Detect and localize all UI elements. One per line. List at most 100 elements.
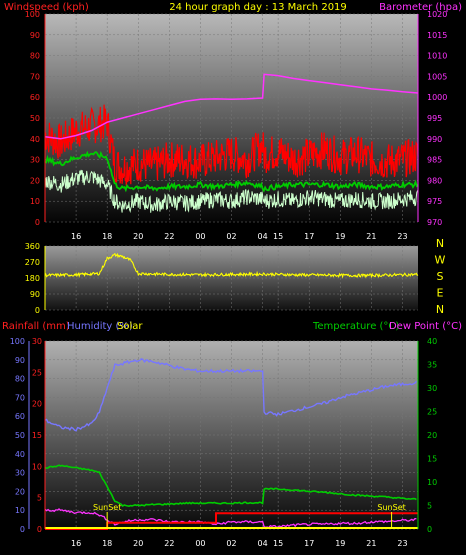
compass-label: N xyxy=(436,303,444,316)
temperature-tick-label: 15 xyxy=(427,455,437,464)
direction-panel-grid xyxy=(45,245,418,311)
barometer-axis-title: Barometer (hpa) xyxy=(379,2,462,13)
x-tick-label: 21 xyxy=(366,232,376,241)
x-tick-label: 17 xyxy=(304,232,314,241)
wind-tick-label: 70 xyxy=(30,72,40,81)
barometer-tick-label: 975 xyxy=(427,197,442,206)
x-tick-label: 19 xyxy=(335,539,345,548)
wind-direction-line xyxy=(44,252,419,279)
barometer-tick-label: 1015 xyxy=(427,31,447,40)
temperature-tick-label: 25 xyxy=(427,408,437,417)
sunset-label: SunSet xyxy=(93,503,121,512)
humidity-tick-label: 90 xyxy=(15,356,25,365)
barometer-tick-label: 995 xyxy=(427,114,442,123)
wind-tick-label: 40 xyxy=(30,135,40,144)
direction-tick-label: 360 xyxy=(25,242,40,251)
barometer-tick-label: 970 xyxy=(427,218,442,227)
rainfall-tick-label: 15 xyxy=(32,431,42,440)
temperature-axes: 0 10 20 30 40 50 60 70 80 90 100 0 5 10 15 20 25 30 0 5 10 15… xyxy=(10,337,437,548)
wind-speed-line xyxy=(44,169,419,213)
x-tick-label: 20 xyxy=(133,539,143,548)
x-tick-label: 22 xyxy=(164,232,174,241)
temperature-tick-label: 10 xyxy=(427,478,437,487)
x-tick-label: 23 xyxy=(397,232,407,241)
barometer-line xyxy=(44,73,419,140)
barometer-tick-label: 1020 xyxy=(427,10,447,19)
direction-tick-label: 180 xyxy=(25,274,40,283)
x-tick-label: 18 xyxy=(102,539,112,548)
barometer-tick-label: 1005 xyxy=(427,72,447,81)
wind-tick-label: 0 xyxy=(35,218,40,227)
direction-tick-label: 0 xyxy=(35,306,40,315)
x-tick-label: 02 xyxy=(226,539,236,548)
temperature-tick-label: 35 xyxy=(427,361,437,370)
solar-axis-title: Solar xyxy=(117,321,143,332)
rainfall-tick-label: 0 xyxy=(37,525,42,534)
x-tick-label: 18 xyxy=(102,232,112,241)
temperature-line xyxy=(44,464,417,508)
x-tick-label: 23 xyxy=(397,539,407,548)
rainfall-axis-title: Rainfall (mm) xyxy=(2,321,70,332)
x-tick-label: 17 xyxy=(304,539,314,548)
barometer-tick-label: 980 xyxy=(427,176,442,185)
direction-series xyxy=(44,252,419,279)
humidity-tick-label: 20 xyxy=(15,487,25,496)
x-tick-label: 15 xyxy=(273,232,283,241)
barometer-tick-label: 985 xyxy=(427,156,442,165)
wind-tick-label: 60 xyxy=(30,93,40,102)
direction-axes: 0 90 180 270 360 xyxy=(25,242,46,315)
x-tick-label: 20 xyxy=(133,232,143,241)
temperature-tick-label: 20 xyxy=(427,431,437,440)
barometer-tick-label: 1000 xyxy=(427,93,447,102)
direction-tick-label: 270 xyxy=(25,258,40,267)
compass-label: W xyxy=(435,254,446,267)
x-tick-label: 00 xyxy=(195,539,205,548)
wind-axes: 0102030405060708090100970975980985990995… xyxy=(25,10,448,241)
x-tick-label: 22 xyxy=(164,539,174,548)
temperature-series: SunSet SunSet xyxy=(44,357,418,530)
rainfall-tick-label: 25 xyxy=(32,368,42,377)
x-tick-label: 00 xyxy=(195,232,205,241)
humidity-tick-label: 100 xyxy=(10,337,25,346)
temperature-axis-title: Temperature (°C) xyxy=(312,321,399,332)
wind-axis-title: Windspeed (kph) xyxy=(4,2,89,13)
humidity-tick-label: 50 xyxy=(15,431,25,440)
temperature-tick-label: 40 xyxy=(427,337,437,346)
humidity-axis-title: Humidity (%) xyxy=(67,321,133,332)
x-tick-label: 19 xyxy=(335,232,345,241)
wind-tick-label: 50 xyxy=(30,114,40,123)
wind-series xyxy=(44,73,419,213)
wind-average-line xyxy=(44,150,419,193)
direction-tick-label: 90 xyxy=(30,290,40,299)
wind-gust-line xyxy=(44,104,419,186)
wind-tick-label: 80 xyxy=(30,52,40,61)
wind-tick-label: 10 xyxy=(30,197,40,206)
x-tick-label: 16 xyxy=(71,539,81,548)
barometer-tick-label: 990 xyxy=(427,135,442,144)
x-tick-label: 16 xyxy=(71,232,81,241)
humidity-tick-label: 10 xyxy=(15,506,25,515)
temperature-tick-label: 30 xyxy=(427,384,437,393)
wind-tick-label: 20 xyxy=(30,176,40,185)
barometer-tick-label: 1010 xyxy=(427,52,447,61)
x-tick-label: 04 xyxy=(257,539,267,548)
humidity-tick-label: 0 xyxy=(20,525,25,534)
dewpoint-axis-title: Dew Point (°C) xyxy=(389,321,462,332)
compass-label: N xyxy=(436,237,444,250)
wind-tick-label: 90 xyxy=(30,31,40,40)
rainfall-tick-label: 30 xyxy=(32,337,42,346)
rainfall-tick-label: 5 xyxy=(37,494,42,503)
temperature-tick-label: 0 xyxy=(427,525,432,534)
humidity-tick-label: 80 xyxy=(15,375,25,384)
humidity-tick-label: 30 xyxy=(15,469,25,478)
x-tick-label: 21 xyxy=(366,539,376,548)
temperature-panel-grid xyxy=(45,340,418,530)
x-tick-label: 15 xyxy=(273,539,283,548)
sunset-label: SunSet xyxy=(377,503,405,512)
x-tick-label: 04 xyxy=(257,232,267,241)
temperature-tick-label: 5 xyxy=(427,502,432,511)
rainfall-tick-label: 20 xyxy=(32,400,42,409)
wind-tick-label: 100 xyxy=(25,10,40,19)
